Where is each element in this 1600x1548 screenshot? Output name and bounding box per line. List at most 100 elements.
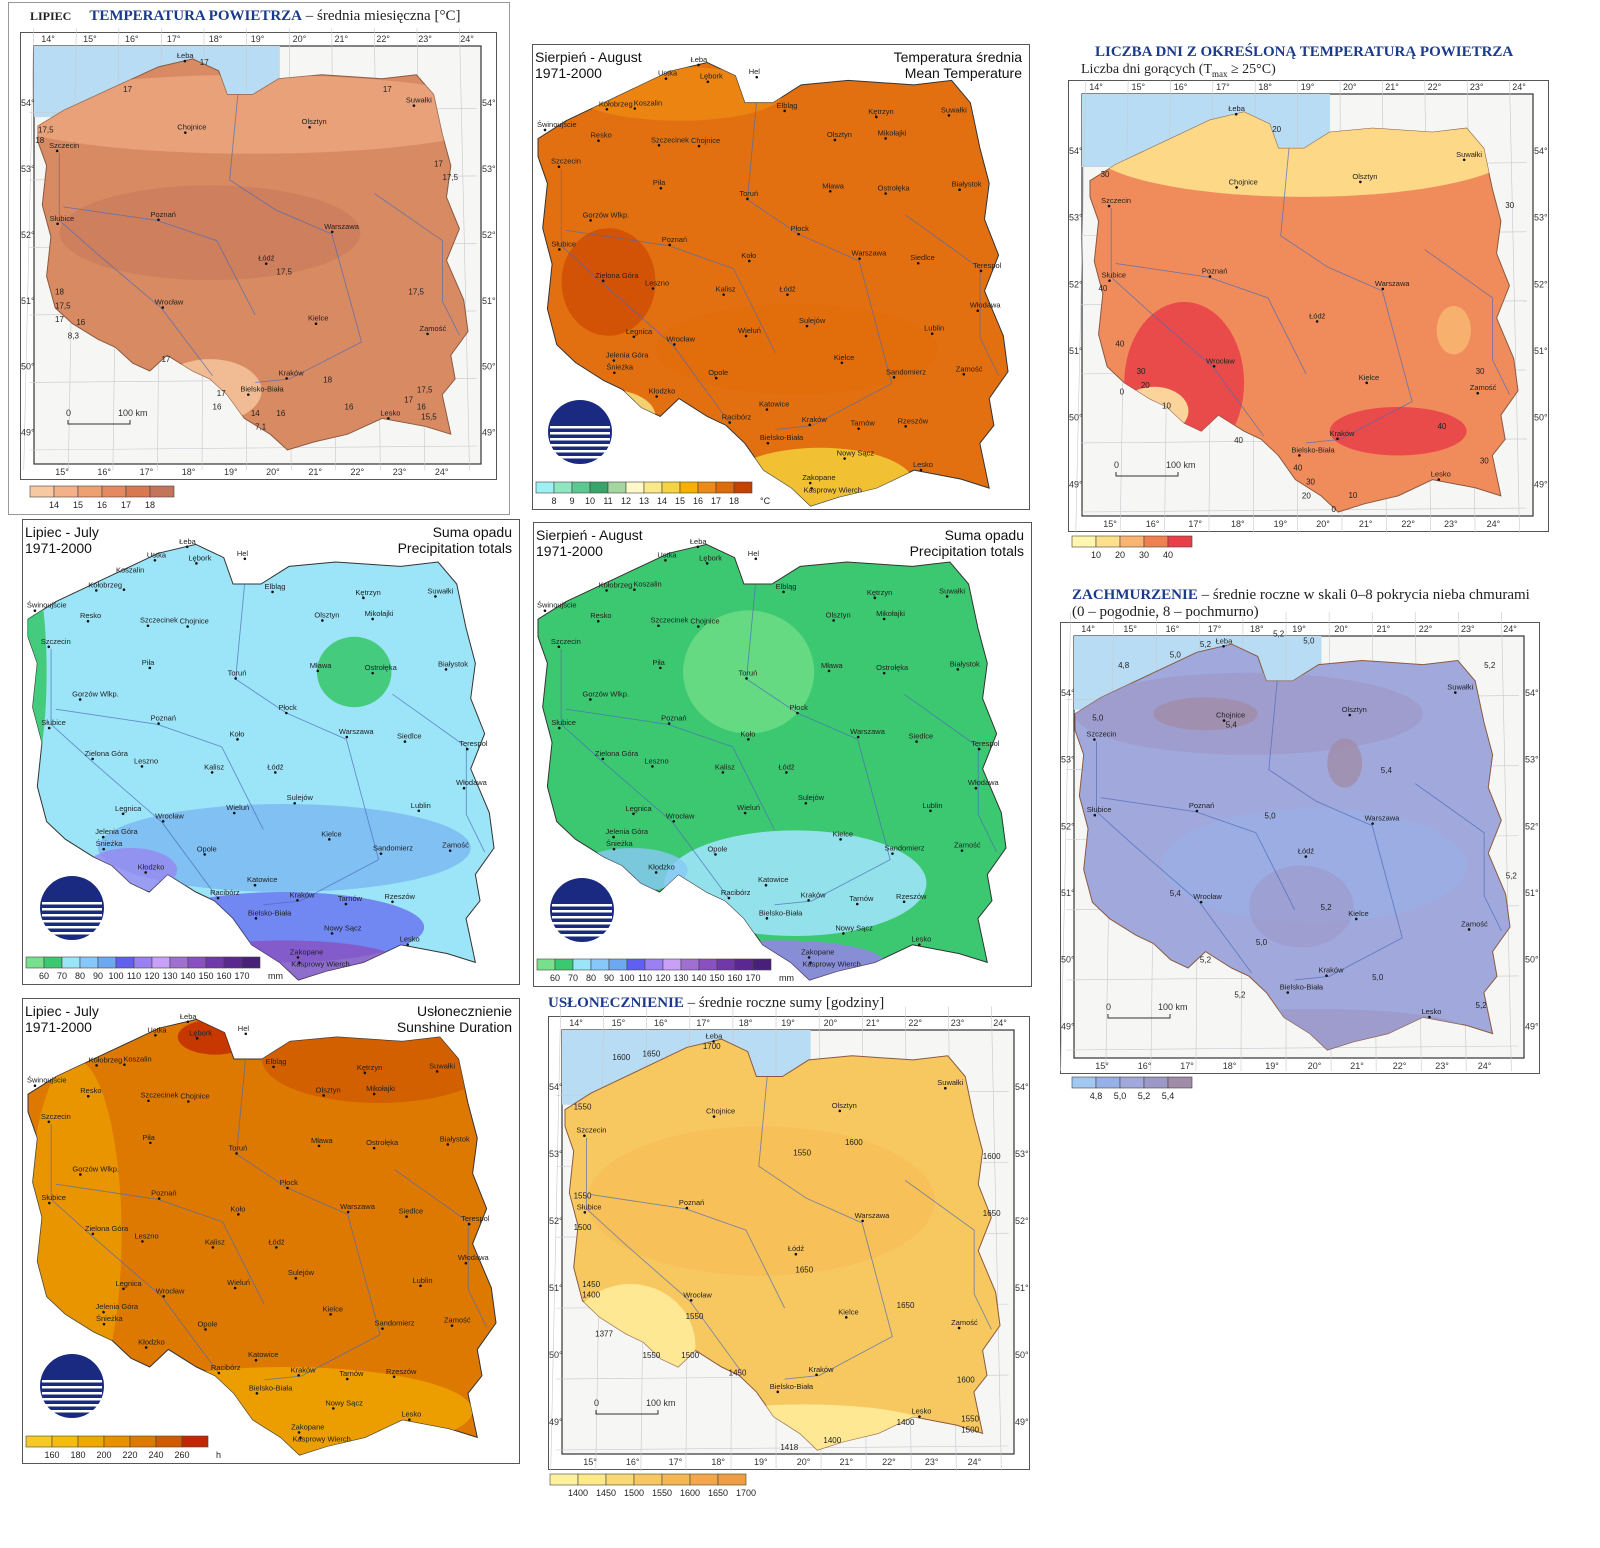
city-marker bbox=[612, 847, 616, 851]
city-label: Wrocław bbox=[156, 1286, 185, 1295]
legend-label: 80 bbox=[75, 971, 85, 981]
city-label: Wieluń bbox=[227, 1278, 250, 1287]
city-marker bbox=[371, 671, 374, 675]
city-marker bbox=[857, 427, 860, 430]
city-marker bbox=[233, 1286, 237, 1290]
legend-label: 70 bbox=[568, 973, 578, 983]
legend-swatch bbox=[633, 1473, 663, 1486]
city-marker bbox=[979, 269, 983, 273]
city-marker bbox=[157, 218, 160, 222]
city-marker bbox=[148, 666, 152, 670]
city-label: Kielce bbox=[1348, 909, 1368, 918]
city-label: Wrocław bbox=[1206, 356, 1235, 365]
city-label: Włodawa bbox=[970, 301, 1002, 310]
latitude-tick-left: 53° bbox=[21, 164, 35, 174]
city-marker bbox=[612, 835, 615, 839]
city-label: Olsztyn bbox=[316, 1085, 341, 1094]
city-marker bbox=[754, 557, 758, 561]
city-marker bbox=[254, 917, 258, 920]
city-marker bbox=[186, 625, 189, 628]
city-label: Piła bbox=[653, 178, 666, 187]
imgw-logo bbox=[40, 876, 104, 940]
latitude-tick-right: 53° bbox=[1534, 213, 1548, 223]
city-label: Bielsko-Biała bbox=[1291, 445, 1335, 454]
latitude-tick-left: 54° bbox=[549, 1082, 563, 1092]
river-line bbox=[374, 193, 460, 336]
legend-label: 260 bbox=[174, 1450, 189, 1460]
river-line bbox=[560, 649, 729, 898]
longitude-tick-top: 19° bbox=[1292, 624, 1306, 634]
city-marker bbox=[186, 1020, 190, 1024]
legend-label: 150 bbox=[198, 971, 213, 981]
city-label: Bielsko-Biała bbox=[760, 433, 804, 442]
city-marker bbox=[882, 617, 886, 621]
city-label: Chojnice bbox=[691, 136, 720, 145]
isoline-value-label: 1500 bbox=[961, 1425, 979, 1434]
city-marker bbox=[403, 740, 407, 743]
isoline-value-label: 1600 bbox=[957, 1376, 975, 1385]
city-marker bbox=[153, 559, 157, 562]
city-marker bbox=[722, 293, 725, 296]
legend-label: 100 bbox=[619, 973, 634, 983]
city-marker bbox=[714, 853, 717, 856]
legend-label: 110 bbox=[638, 973, 652, 983]
city-label: Chojnice bbox=[1216, 711, 1245, 720]
isoline-value-label: 7,1 bbox=[255, 423, 267, 432]
city-label: Resko bbox=[80, 611, 101, 620]
city-label: Ostrołęka bbox=[366, 1138, 399, 1147]
city-marker bbox=[697, 63, 700, 67]
city-marker bbox=[706, 80, 710, 84]
city-label: Racibórz bbox=[211, 1363, 241, 1372]
longitude-tick-bottom: 19° bbox=[1265, 1061, 1279, 1071]
latitude-tick-right: 51° bbox=[482, 296, 496, 306]
isoline-value-label: 20 bbox=[1141, 381, 1150, 390]
city-marker bbox=[321, 619, 324, 622]
city-marker bbox=[345, 1377, 349, 1381]
city-label: Poznań bbox=[661, 714, 686, 723]
city-label: Jelenia Góra bbox=[96, 1302, 139, 1311]
city-label: Wieluń bbox=[738, 326, 761, 335]
legend-label: 150 bbox=[709, 973, 724, 983]
city-marker bbox=[783, 109, 786, 113]
isoline-value-label: 20 bbox=[1272, 125, 1281, 134]
city-marker bbox=[272, 1065, 275, 1069]
latitude-tick-left: 51° bbox=[1069, 346, 1083, 356]
city-marker bbox=[253, 883, 257, 887]
legend-label: 15 bbox=[73, 500, 83, 510]
legend-label: 5,0 bbox=[1114, 1091, 1127, 1101]
isoline-value-label: 30 bbox=[1476, 367, 1485, 376]
city-marker bbox=[651, 287, 655, 290]
city-marker bbox=[1235, 186, 1238, 189]
city-marker bbox=[444, 668, 448, 671]
city-label: Opole bbox=[707, 844, 727, 853]
city-label: Chojnice bbox=[180, 1091, 209, 1100]
longitude-tick-bottom: 23° bbox=[925, 1457, 939, 1467]
variable-en: Precipitation totals bbox=[909, 543, 1024, 559]
city-marker bbox=[601, 757, 605, 761]
city-marker bbox=[747, 738, 750, 741]
city-marker bbox=[977, 747, 981, 751]
legend-label: 70 bbox=[57, 971, 67, 981]
legend-label: 240 bbox=[148, 1450, 163, 1460]
city-marker bbox=[1365, 381, 1369, 385]
longitude-tick-top: 18° bbox=[1258, 82, 1272, 92]
city-label: Lublin bbox=[411, 801, 431, 810]
longitude-tick-bottom: 20° bbox=[1316, 519, 1330, 529]
city-marker bbox=[244, 1032, 248, 1036]
legend-label: 170 bbox=[745, 973, 760, 983]
city-marker bbox=[391, 900, 394, 904]
month-label: Lipiec - July bbox=[25, 1003, 99, 1019]
isoline-value-label: 17 bbox=[434, 159, 443, 168]
legend-label: 220 bbox=[122, 1450, 137, 1460]
city-marker bbox=[448, 849, 452, 852]
city-label: Szczecin bbox=[41, 637, 71, 646]
isoline-value-label: 40 bbox=[1115, 339, 1124, 348]
city-label: Kołobrzeg bbox=[599, 99, 633, 108]
scale-label: 100 km bbox=[118, 408, 148, 418]
isoline-value-label: 1400 bbox=[897, 1418, 915, 1427]
latitude-tick-left: 49° bbox=[549, 1417, 563, 1427]
city-label: Kielce bbox=[321, 829, 341, 838]
city-label: Śnieżka bbox=[96, 1314, 124, 1323]
meridian-line bbox=[550, 1006, 561, 1472]
city-marker bbox=[842, 932, 845, 935]
